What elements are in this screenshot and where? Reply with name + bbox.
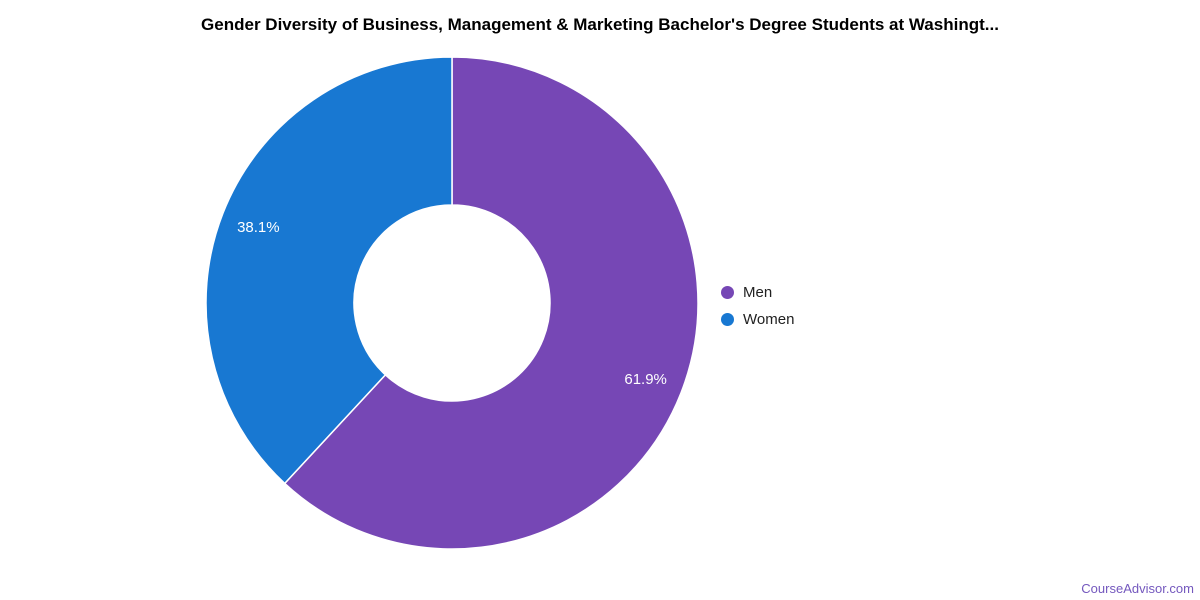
slice-percent-label-men: 61.9% [624, 371, 667, 388]
legend-item-women[interactable]: Women [721, 306, 794, 333]
legend-swatch-women-icon [721, 313, 734, 326]
legend-label-men: Men [743, 284, 773, 301]
chart-title: Gender Diversity of Business, Management… [201, 15, 999, 34]
slice-percent-label-women: 38.1% [237, 219, 280, 236]
pie-slice-women[interactable] [205, 56, 453, 485]
legend: Men Women [721, 279, 794, 333]
pie-slice-men[interactable] [283, 56, 699, 550]
legend-item-men[interactable]: Men [721, 279, 794, 306]
legend-swatch-men-icon [721, 286, 734, 299]
courseadvisor-link[interactable]: CourseAdvisor.com [1081, 581, 1194, 596]
legend-label-women: Women [743, 311, 795, 328]
